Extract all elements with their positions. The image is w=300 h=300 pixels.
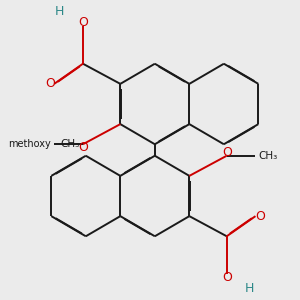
Text: O: O [222, 146, 232, 159]
Text: O: O [222, 272, 232, 284]
Text: methoxy: methoxy [9, 139, 51, 149]
Text: CH₃: CH₃ [258, 151, 278, 161]
Text: O: O [78, 16, 88, 28]
Text: H: H [245, 281, 254, 295]
Text: H: H [55, 5, 64, 19]
Text: O: O [78, 141, 88, 154]
Text: O: O [45, 77, 55, 90]
Text: O: O [255, 210, 265, 223]
Text: CH₃: CH₃ [60, 139, 79, 149]
